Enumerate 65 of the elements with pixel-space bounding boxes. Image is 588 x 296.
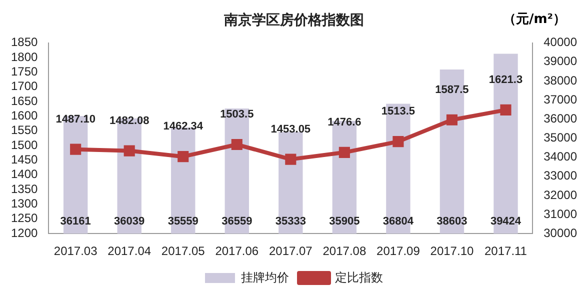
point: [178, 151, 189, 162]
y-tick-label: 1200: [10, 226, 38, 240]
y-tick-label: 1700: [10, 79, 38, 94]
y-tick-label: 1750: [10, 64, 38, 78]
y2-tick-label: 32000: [544, 188, 578, 202]
x-tick-label: 2017.10: [430, 244, 474, 258]
y-tick-label: 1600: [10, 108, 38, 122]
x-tick-label: 2017.08: [322, 244, 366, 258]
y2-tick-label: 31000: [544, 206, 578, 221]
point: [446, 114, 458, 126]
y-tick-label: 1350: [10, 182, 38, 196]
y2-tick-label: 30000: [544, 226, 578, 240]
y2-tick-label: 33000: [544, 168, 578, 183]
data-label: 1487.10: [56, 113, 96, 126]
data-label: 1453.05: [270, 123, 311, 136]
legend-label: 挂牌均价: [241, 270, 289, 284]
x-tick-label: 2017.05: [161, 244, 206, 258]
y-tick-label: 1650: [10, 94, 38, 108]
text: （元/m²）: [503, 11, 566, 28]
data-label: 35905: [329, 216, 360, 228]
legend-label: 定比指数: [335, 270, 383, 284]
y2-tick-label: 39000: [544, 54, 578, 68]
point: [124, 145, 135, 156]
y2-tick-label: 36000: [544, 111, 578, 126]
chart-title: 南京学区房价格指数图: [223, 11, 364, 28]
data-label: 36039: [114, 216, 145, 228]
data-label: 1482.08: [109, 114, 150, 127]
data-label: 36161: [60, 216, 91, 228]
data-label: 39424: [490, 216, 522, 228]
y-tick-label: 1800: [10, 50, 38, 64]
y-tick-label: 1400: [10, 167, 38, 182]
data-label: 1476.6: [328, 116, 362, 128]
data-label: 1587.5: [435, 84, 469, 96]
data-label: 35559: [168, 216, 198, 228]
data-label: 1503.5: [220, 108, 254, 121]
y-tick-label: 1450: [10, 152, 38, 167]
x-tick-label: 2017.09: [376, 244, 420, 258]
y-tick-label: 1250: [10, 211, 38, 226]
data-label: 1621.3: [488, 74, 523, 86]
y2-tick-label: 38000: [544, 73, 578, 88]
point: [338, 146, 350, 158]
point: [285, 154, 296, 165]
y2-tick-label: 40000: [544, 35, 578, 50]
y2-tick-label: 37000: [544, 92, 578, 106]
data-label: 36804: [382, 216, 414, 228]
data-label: 1462.34: [163, 120, 204, 133]
data-label: 35333: [275, 216, 306, 228]
x-tick-label: 2017.03: [54, 244, 98, 258]
x-tick-label: 2017.06: [215, 244, 259, 258]
x-tick-label: 2017.07: [268, 244, 313, 258]
x-tick-label: 2017.04: [108, 244, 152, 258]
y-tick-label: 1850: [10, 35, 38, 50]
x-tick-label: 2017.11: [484, 244, 528, 258]
y2-tick-label: 34000: [544, 150, 578, 164]
point: [231, 138, 242, 150]
point: [70, 144, 82, 155]
point: [392, 136, 404, 148]
y2-tick-label: 35000: [544, 130, 578, 145]
point: [500, 104, 512, 116]
y-tick-label: 1300: [10, 196, 38, 211]
data-label: 38603: [436, 216, 468, 228]
y-tick-label: 1550: [10, 123, 38, 138]
data-label: 36559: [222, 216, 252, 228]
y-tick-label: 1500: [10, 138, 38, 152]
data-label: 1513.5: [381, 106, 416, 118]
